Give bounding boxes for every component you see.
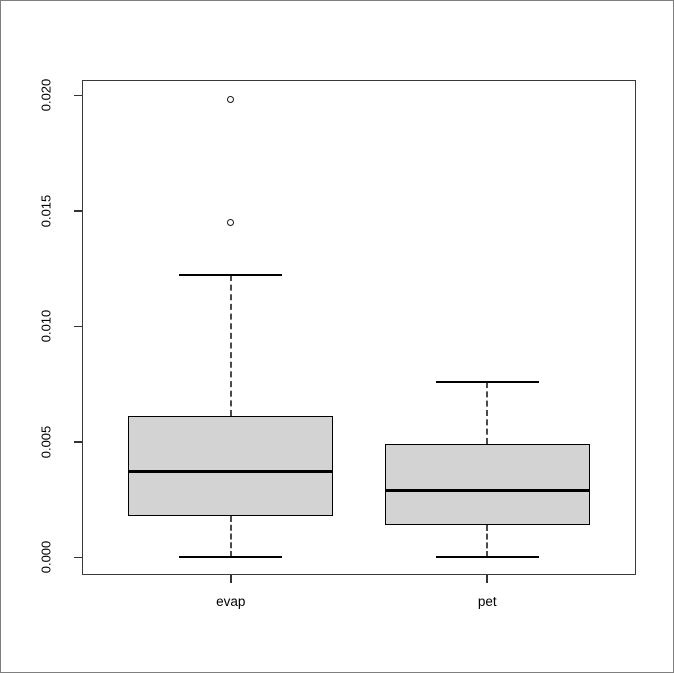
outlier-point: [227, 218, 235, 226]
lower-whisker: [486, 525, 489, 558]
outlier-point: [227, 96, 235, 104]
y-axis-tick: [74, 94, 82, 97]
y-axis-tick-label: 0.010: [38, 309, 54, 343]
x-axis-tick: [486, 575, 488, 583]
iqr-box: [384, 444, 590, 526]
y-axis-tick-label: 0.015: [38, 194, 54, 227]
upper-whisker: [229, 275, 232, 417]
median-line: [128, 470, 334, 474]
y-axis-tick: [74, 210, 82, 212]
lower-whisker: [229, 515, 232, 558]
y-axis-tick-label: 0.000: [38, 541, 54, 574]
x-axis-tick-label: pet: [477, 594, 497, 609]
y-axis-tick: [74, 441, 82, 443]
y-axis-tick-label: 0.020: [38, 78, 54, 112]
lower-whisker-cap: [435, 556, 539, 559]
x-axis-tick-label: evap: [216, 594, 246, 609]
y-axis-tick-label: 0.005: [38, 425, 54, 459]
upper-whisker-cap: [435, 380, 539, 383]
upper-whisker-cap: [179, 274, 283, 277]
median-line: [384, 488, 590, 492]
x-axis-tick: [230, 575, 232, 583]
lower-whisker-cap: [179, 556, 283, 559]
upper-whisker: [486, 381, 489, 445]
iqr-box: [128, 416, 334, 516]
y-axis-tick: [74, 556, 82, 559]
y-axis-tick: [74, 325, 82, 328]
